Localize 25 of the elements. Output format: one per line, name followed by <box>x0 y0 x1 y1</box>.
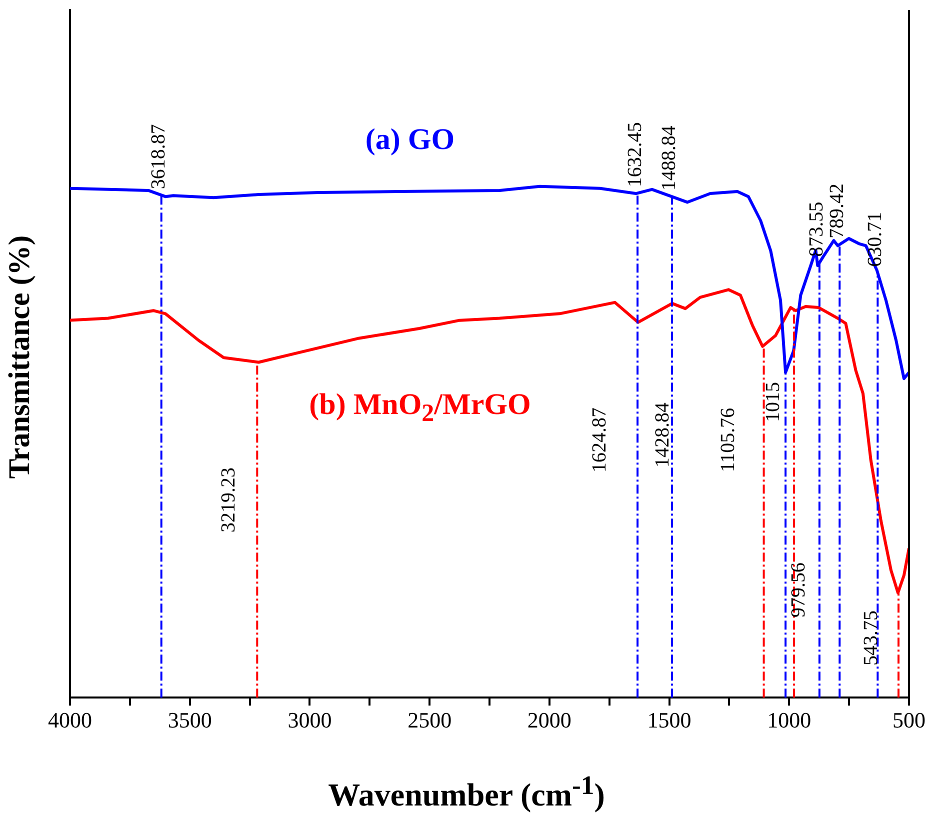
x-tick-label: 500 <box>892 708 926 733</box>
x-axis-title: Wavenumber (cm$^{-1}$) <box>327 770 606 814</box>
ref-line-label: 3618.87 <box>148 124 170 190</box>
annotation: 1428.84 <box>651 402 674 468</box>
x-tick-label: 1500 <box>647 708 692 733</box>
ref-line-label: 3219.23 <box>217 468 240 532</box>
x-tick-label: 3500 <box>168 708 212 733</box>
x-tick-label: 4000 <box>48 708 92 733</box>
ref-line-label: 873.55 <box>806 202 828 257</box>
series-label: (a) GO <box>365 123 455 157</box>
ref-line-label: 1015 <box>762 382 784 422</box>
ref-line-label: 1105.76 <box>717 408 740 472</box>
x-tick-label: 3000 <box>288 708 332 733</box>
ref-line-label: 1632.45 <box>624 122 646 188</box>
y-axis-title: Transmittance (%) <box>3 234 37 481</box>
x-tick-label: 2500 <box>408 708 452 733</box>
ref-line-label: 543.75 <box>860 610 882 666</box>
ref-line-label: 630.71 <box>864 212 886 267</box>
ref-line-label: 1488.84 <box>658 126 680 191</box>
ref-line-label: 789.42 <box>826 183 848 238</box>
x-tick-label: 2000 <box>527 708 572 733</box>
series-label: (b) MnO$_{2}$/MrGO <box>309 388 531 428</box>
annotation: 1624.87 <box>588 408 610 472</box>
ref-line-label: 979.56 <box>787 562 810 618</box>
x-tick-label: 1000 <box>767 708 812 733</box>
